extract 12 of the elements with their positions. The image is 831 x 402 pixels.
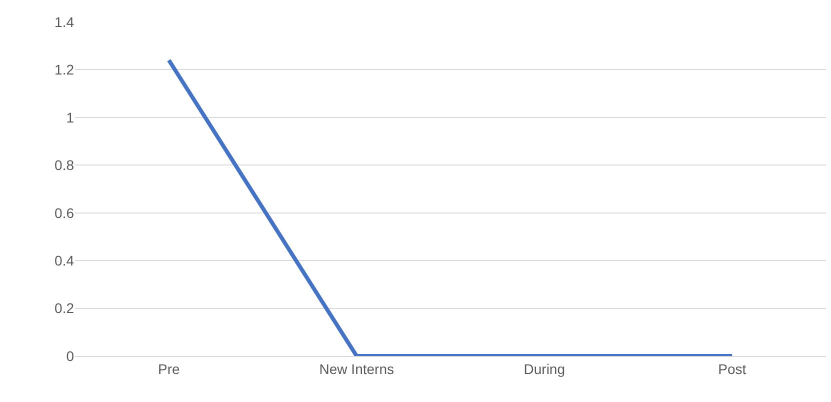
y-tick-label: 0.2 <box>54 300 74 316</box>
x-tick-label: Post <box>718 360 746 377</box>
y-tick-label: 1.2 <box>54 62 74 78</box>
y-tick-label: 0.6 <box>54 204 74 221</box>
y-tick-label: 0.8 <box>54 157 74 174</box>
y-tick-label: 1.4 <box>54 14 74 30</box>
y-tick-label: 0.4 <box>54 252 74 268</box>
x-tick-label: Pre <box>158 360 180 377</box>
x-tick-label: During <box>524 360 566 377</box>
x-tick-label: New Interns <box>319 360 394 377</box>
y-tick-label: 0 <box>66 348 74 364</box>
y-tick-label: 1 <box>66 109 74 126</box>
